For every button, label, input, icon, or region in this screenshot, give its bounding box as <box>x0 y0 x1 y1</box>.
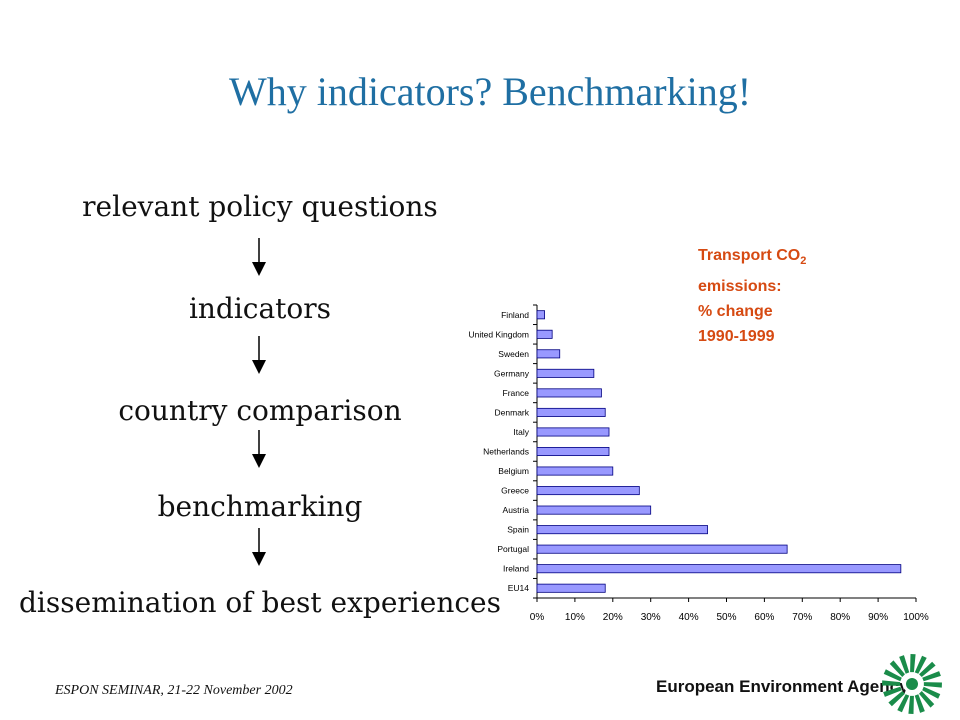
x-tick-label: 50% <box>716 612 736 623</box>
y-tick-label: Netherlands <box>483 447 529 457</box>
y-tick-label: EU14 <box>508 583 530 593</box>
subscript-2: 2 <box>800 255 807 268</box>
arrow-down-icon <box>252 238 266 276</box>
logo-ray <box>882 680 901 686</box>
x-tick-label: 20% <box>603 612 623 623</box>
bar <box>536 388 602 398</box>
flow-step-country-comparison: country comparison <box>118 394 402 427</box>
y-tick-label: Austria <box>503 505 530 515</box>
y-tick-label: Germany <box>494 368 530 378</box>
logo-ray <box>923 682 942 688</box>
logo-ray <box>908 695 914 714</box>
arrow-down-icon <box>252 336 266 374</box>
bar <box>536 368 595 378</box>
eea-logo-icon <box>882 654 942 714</box>
bar-chart: Finland United Kingdom Sweden Germany France… <box>469 304 929 623</box>
chart-note-line-3: % change <box>698 303 773 321</box>
flow-step-policy-questions: relevant policy questions <box>82 190 438 223</box>
y-tick-label: Italy <box>513 427 529 437</box>
logo-ray <box>910 654 916 673</box>
logo-ray <box>888 691 905 707</box>
y-tick-label: Ireland <box>503 564 529 574</box>
bar <box>536 505 652 515</box>
arrow-down-icon <box>252 430 266 468</box>
bar <box>536 583 606 593</box>
bar <box>536 446 610 457</box>
x-tick-label: 80% <box>830 612 850 623</box>
y-tick-label: Denmark <box>495 407 530 417</box>
y-tick-label: Portugal <box>497 544 529 554</box>
y-tick-label: Spain <box>507 525 529 535</box>
y-tick-label: Finland <box>501 310 529 320</box>
x-tick-label: 100% <box>903 612 929 623</box>
footer-text: ESPON SEMINAR, 21-22 November 2002 <box>55 683 293 698</box>
x-tick-label: 30% <box>641 612 661 623</box>
chart-note-line-1: Transport CO2 <box>698 247 807 268</box>
x-tick-label: 40% <box>679 612 699 623</box>
flow-step-indicators: indicators <box>188 292 332 325</box>
bar <box>536 525 708 535</box>
logo-ray <box>919 661 936 677</box>
y-tick-label: France <box>503 388 530 398</box>
logo-ray <box>883 669 902 682</box>
logo-ray <box>897 694 910 713</box>
x-tick-label: 10% <box>565 612 585 623</box>
x-tick-label: 90% <box>868 612 888 623</box>
bar <box>536 466 614 476</box>
chart-note: Transport CO2 emissions: % change 1990-1… <box>698 243 806 349</box>
logo-ray <box>919 691 935 708</box>
bar <box>536 427 610 437</box>
chart-note-line-2: emissions: <box>698 278 782 296</box>
arrow-down-icon <box>252 528 266 566</box>
flow-diagram: relevant policy questions indicators cou… <box>19 190 501 619</box>
logo-ray <box>922 671 941 682</box>
y-tick-label: Sweden <box>498 349 529 359</box>
bar <box>536 564 902 574</box>
logo-ray <box>914 694 925 713</box>
y-tick-label: Greece <box>501 486 529 496</box>
logo-ray <box>883 686 902 697</box>
logo-ray <box>889 660 905 677</box>
logo-ray <box>899 655 910 674</box>
logo-ray <box>922 686 941 699</box>
y-tick-label: Belgium <box>498 466 529 476</box>
bar <box>536 407 606 417</box>
bar <box>536 310 545 320</box>
slide-title: Why indicators? Benchmarking! <box>228 69 752 114</box>
bar <box>536 349 561 359</box>
bar <box>536 544 788 554</box>
flow-step-benchmarking: benchmarking <box>157 490 363 523</box>
x-tick-label: 0% <box>530 612 545 623</box>
logo-ray <box>914 655 927 674</box>
bar <box>536 329 553 339</box>
flow-step-dissemination: dissemination of best experiences <box>19 586 501 619</box>
x-tick-label: 60% <box>754 612 774 623</box>
y-tick-label: United Kingdom <box>469 329 529 339</box>
bar <box>536 486 640 496</box>
agency-name: European Environment Agency <box>656 677 909 696</box>
x-tick-label: 70% <box>792 612 812 623</box>
chart-note-line-4: 1990-1999 <box>698 328 775 346</box>
